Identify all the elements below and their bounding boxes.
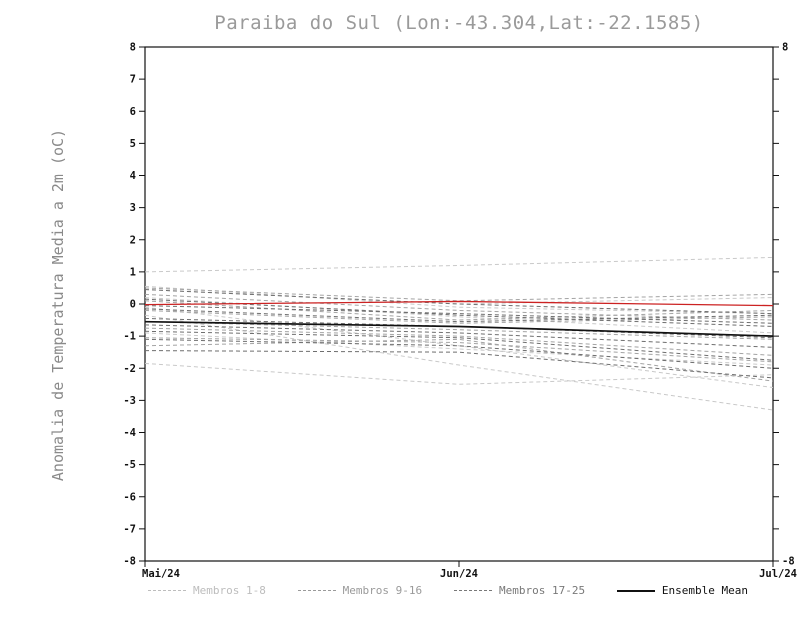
x-tick-label: Mai/24: [142, 568, 180, 580]
member-line: [144, 350, 774, 379]
legend-item-membros-1-8: Membros 1-8: [148, 584, 266, 597]
y-tick-label-right: 8: [782, 42, 788, 54]
y-tick-label: -3: [123, 395, 136, 407]
legend-label: Membros 17-25: [498, 584, 586, 597]
y-tick-label: -4: [123, 427, 136, 439]
y-tick-label: 5: [130, 138, 136, 150]
legend-line-sample: [148, 590, 186, 591]
y-tick-label: 3: [130, 202, 136, 214]
legend-line-sample: [297, 590, 336, 591]
legend-label: Membros 1-8: [193, 584, 266, 597]
y-tick-label: -6: [123, 491, 136, 503]
y-tick-label-right: -8: [782, 556, 795, 568]
y-tick-label: 4: [130, 170, 136, 182]
legend-line-sample: [453, 590, 492, 591]
legend-label: Ensemble Mean: [661, 584, 748, 597]
highlight-member-line: [144, 300, 774, 307]
legend-item-membros-9-16: Membros 9-16: [297, 584, 423, 597]
y-tick-label: 6: [130, 106, 136, 118]
member-line: [144, 338, 774, 382]
member-line: [144, 314, 774, 411]
legend-item-membros-17-25: Membros 17-25: [453, 584, 586, 597]
legend-label: Membros 9-16: [342, 584, 423, 597]
member-line: [144, 362, 774, 385]
y-tick-label: 2: [130, 234, 136, 246]
y-tick-label: 8: [130, 42, 136, 54]
y-tick-label: -2: [123, 363, 136, 375]
y-tick-label: -7: [123, 523, 136, 535]
member-line: [144, 293, 774, 321]
y-tick-label: -1: [123, 331, 136, 343]
member-line: [144, 256, 774, 273]
x-tick-label: Jul/24: [759, 568, 797, 580]
ensemble-mean-line: [144, 320, 774, 337]
chart-title: Paraiba do Sul (Lon:-43.304,Lat:-22.1585…: [214, 12, 704, 34]
member-line: [144, 306, 774, 389]
legend-line-sample: [616, 589, 655, 592]
y-tick-label: 7: [130, 74, 136, 86]
chart-legend: Membros 1-8 Membros 9-16 Membros 17-25 E…: [148, 584, 748, 597]
legend-item-ensemble-mean: Ensemble Mean: [616, 584, 748, 597]
x-tick-label: Jun/24: [440, 568, 478, 580]
y-tick-label: -8: [123, 556, 136, 568]
y-tick-label: -5: [123, 459, 136, 471]
member-line: [144, 332, 774, 366]
y-tick-label: 0: [130, 299, 136, 311]
y-tick-label: 1: [130, 266, 136, 278]
